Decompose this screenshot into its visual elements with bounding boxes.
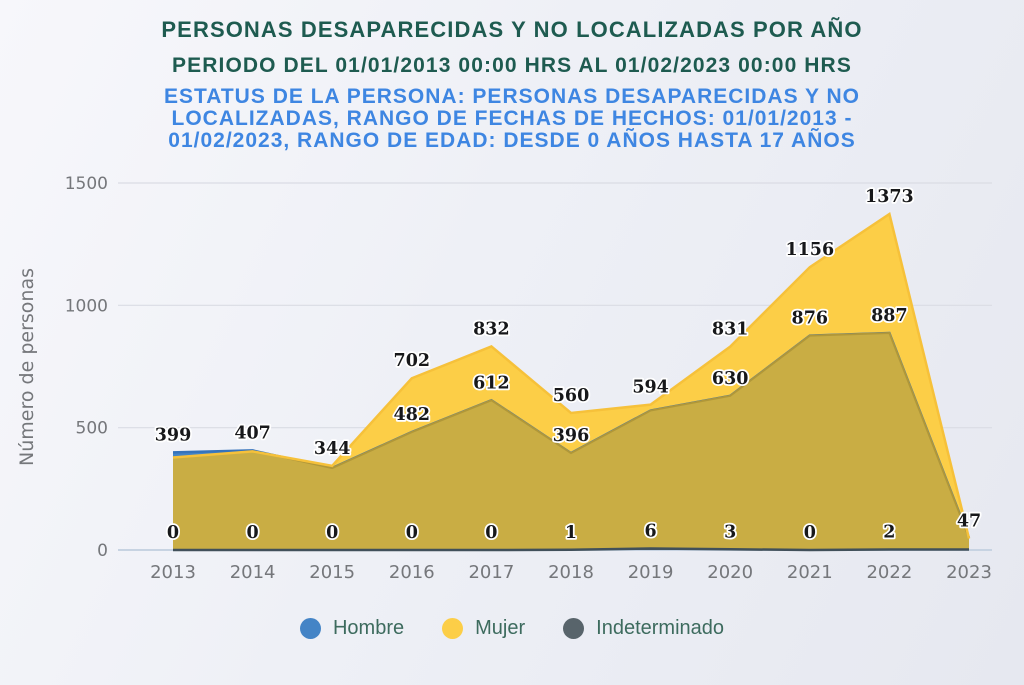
- x-tick-label: 2023: [946, 562, 992, 583]
- data-label: 0: [326, 523, 338, 543]
- data-label: 482: [394, 405, 431, 425]
- data-label: 47: [957, 512, 981, 532]
- chart-header: PERSONAS DESAPARECIDAS Y NO LOCALIZADAS …: [0, 17, 1024, 152]
- y-tick-label: 0: [97, 541, 108, 561]
- legend-dot-indeterminado: [563, 618, 585, 639]
- data-label: 2: [883, 523, 895, 543]
- chart-title: PERSONAS DESAPARECIDAS Y NO LOCALIZADAS …: [161, 17, 863, 42]
- data-label: 1156: [785, 240, 834, 260]
- legend-item-indeterminado[interactable]: Indeterminado: [563, 617, 724, 640]
- data-label: 344: [314, 439, 351, 459]
- chart-legend: Hombre Mujer Indeterminado: [0, 617, 1024, 640]
- data-label: 887: [871, 306, 908, 326]
- chart-period-subtitle: PERIODO DEL 01/01/2013 00:00 HRS AL 01/0…: [172, 54, 852, 77]
- data-label: 832: [473, 319, 510, 339]
- data-label: 594: [632, 378, 669, 398]
- x-tick-label: 2020: [707, 562, 753, 583]
- legend-label: Hombre: [332, 617, 405, 639]
- data-label: 560: [553, 386, 590, 406]
- data-label: 6: [645, 522, 657, 542]
- legend-dot-mujer: [442, 618, 464, 639]
- data-label: 831: [712, 320, 749, 340]
- legend-item-mujer[interactable]: Mujer: [442, 617, 525, 640]
- chart-filter-line-2: LOCALIZADAS, RANGO DE FECHAS DE HECHOS: …: [171, 107, 853, 130]
- data-label: 612: [473, 373, 510, 393]
- line-mujer: [172, 212, 971, 539]
- data-label: 399: [155, 425, 192, 445]
- x-tick-label: 2018: [548, 562, 594, 583]
- data-label: 0: [247, 523, 259, 543]
- chart-filter-text: ESTATUS DE LA PERSONA: PERSONAS DESAPARE…: [0, 86, 1024, 152]
- chart-filter-line-1: ESTATUS DE LA PERSONA: PERSONAS DESAPARE…: [163, 85, 861, 108]
- legend-dot-hombre: [299, 618, 321, 639]
- x-tick-label: 2017: [468, 562, 514, 583]
- y-tick-label: 1000: [65, 296, 108, 316]
- x-tick-label: 2022: [866, 562, 912, 583]
- data-label: 1: [565, 523, 577, 543]
- y-tick-label: 500: [76, 419, 108, 439]
- chart-filter-line-3: 01/02/2023, RANGO DE EDAD: DESDE 0 AÑOS …: [168, 129, 856, 152]
- y-axis-title: Número de personas: [16, 268, 38, 466]
- x-tick-label: 2021: [787, 562, 833, 583]
- legend-label: Mujer: [475, 617, 526, 639]
- data-label: 3: [724, 522, 736, 542]
- y-tick-label: 1500: [65, 174, 108, 194]
- area-overlap-hombre-mujer: [173, 332, 969, 550]
- data-label: 702: [394, 351, 431, 371]
- line-indeterminado: [173, 547, 969, 552]
- legend-label: Indeterminado: [596, 617, 725, 639]
- x-tick-label: 2016: [389, 562, 435, 583]
- data-label: 0: [804, 523, 816, 543]
- legend-item-hombre[interactable]: Hombre: [299, 617, 405, 640]
- data-label: 396: [553, 426, 590, 446]
- data-label: 0: [406, 523, 418, 543]
- data-label: 1373: [865, 187, 914, 207]
- data-label: 0: [167, 523, 179, 543]
- x-tick-label: 2014: [230, 562, 276, 583]
- data-label: 407: [234, 423, 271, 443]
- data-label: 630: [712, 369, 749, 389]
- data-label: 876: [792, 309, 829, 329]
- x-tick-label: 2013: [150, 562, 196, 583]
- data-label: 0: [485, 523, 497, 543]
- x-tick-label: 2019: [628, 562, 674, 583]
- x-tick-label: 2015: [309, 562, 355, 583]
